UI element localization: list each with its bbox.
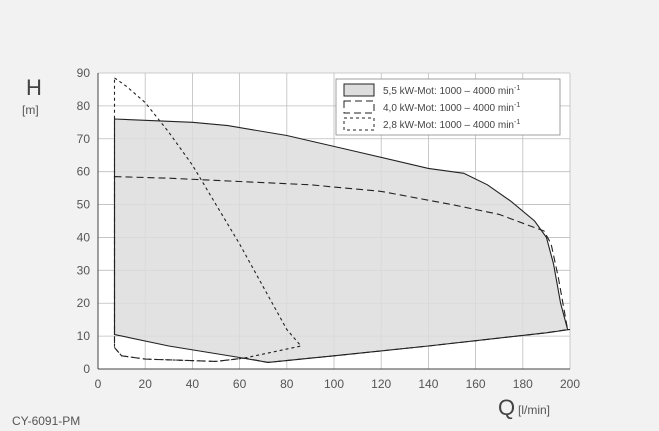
series-curve-3 <box>113 76 303 362</box>
y-tick-label-10: 10 <box>77 329 91 343</box>
x-tick-label-140: 140 <box>418 377 438 391</box>
x-tick-label-0: 0 <box>95 377 102 391</box>
legend-superscript-3: -1 <box>514 119 520 126</box>
x-axis-symbol: Q <box>498 395 515 420</box>
x-tick-label-160: 160 <box>466 377 486 391</box>
y-tick-label-40: 40 <box>77 230 91 244</box>
x-tick-label-60: 60 <box>233 377 247 391</box>
y-axis-symbol: H <box>26 75 42 100</box>
y-tick-label-0: 0 <box>83 362 90 376</box>
y-tick-label-20: 20 <box>77 296 91 310</box>
legend-label-3: 2,8 kW-Mot: 1000 – 4000 min-1 <box>383 119 520 131</box>
x-tick-label-120: 120 <box>371 377 391 391</box>
y-tick-label-90: 90 <box>77 66 91 80</box>
x-tick-label-40: 40 <box>186 377 200 391</box>
x-tick-label-180: 180 <box>513 377 533 391</box>
x-axis-unit: [l/min] <box>518 403 550 417</box>
y-tick-label-60: 60 <box>77 165 91 179</box>
legend-superscript-1: -1 <box>514 85 520 92</box>
x-tick-label-100: 100 <box>324 377 344 391</box>
x-tick-label-20: 20 <box>139 377 153 391</box>
x-tick-label-200: 200 <box>560 377 580 391</box>
y-tick-label-80: 80 <box>77 99 91 113</box>
y-tick-label-50: 50 <box>77 198 91 212</box>
y-tick-label-30: 30 <box>77 263 91 277</box>
y-axis-unit: [m] <box>22 103 39 117</box>
legend-label-2: 4,0 kW-Mot: 1000 – 4000 min-1 <box>383 102 520 114</box>
x-tick-label-80: 80 <box>280 377 294 391</box>
y-tick-label-70: 70 <box>77 132 91 146</box>
figure-code: CY-6091-PM <box>12 414 80 428</box>
legend-superscript-2: -1 <box>514 102 520 109</box>
legend-swatch-3 <box>343 117 375 131</box>
legend-swatch-1 <box>343 83 375 97</box>
legend-swatch-2 <box>343 100 375 114</box>
legend-label-1: 5,5 kW-Mot: 1000 – 4000 min-1 <box>383 85 520 97</box>
